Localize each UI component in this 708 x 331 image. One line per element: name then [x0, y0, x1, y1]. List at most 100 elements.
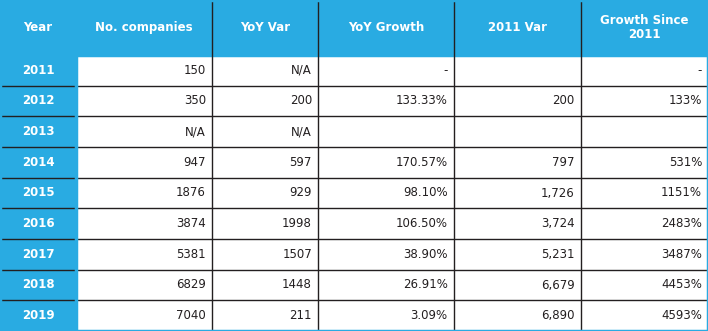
Text: 6829: 6829: [176, 278, 206, 292]
Text: 170.57%: 170.57%: [396, 156, 447, 169]
Text: Growth Since
2011: Growth Since 2011: [600, 14, 689, 41]
Text: 929: 929: [290, 186, 312, 200]
Text: 6,679: 6,679: [541, 278, 575, 292]
Text: 7040: 7040: [176, 309, 206, 322]
Text: YoY Var: YoY Var: [240, 21, 290, 34]
Text: 1,726: 1,726: [541, 186, 575, 200]
Bar: [318, 55, 454, 86]
Bar: [0, 239, 76, 270]
Bar: [212, 270, 318, 300]
Bar: [581, 147, 708, 178]
Text: 3,724: 3,724: [541, 217, 575, 230]
Text: 4593%: 4593%: [661, 309, 702, 322]
Bar: [76, 86, 212, 116]
Text: 26.91%: 26.91%: [403, 278, 447, 292]
Bar: [0, 0, 76, 55]
Text: 2483%: 2483%: [661, 217, 702, 230]
Bar: [318, 116, 454, 147]
Bar: [454, 208, 581, 239]
Bar: [318, 0, 454, 55]
Bar: [454, 300, 581, 331]
Text: 2011: 2011: [22, 64, 55, 77]
Bar: [212, 300, 318, 331]
Text: 3487%: 3487%: [661, 248, 702, 261]
Text: 947: 947: [183, 156, 206, 169]
Text: 5381: 5381: [176, 248, 206, 261]
Bar: [76, 116, 212, 147]
Text: 2017: 2017: [22, 248, 55, 261]
Bar: [0, 300, 76, 331]
Text: 2013: 2013: [22, 125, 55, 138]
Bar: [212, 0, 318, 55]
Text: 797: 797: [552, 156, 575, 169]
Bar: [212, 208, 318, 239]
Bar: [581, 300, 708, 331]
Text: 106.50%: 106.50%: [396, 217, 447, 230]
Bar: [454, 0, 581, 55]
Bar: [581, 178, 708, 208]
Bar: [0, 147, 76, 178]
Text: 38.90%: 38.90%: [403, 248, 447, 261]
Bar: [0, 55, 76, 86]
Bar: [581, 116, 708, 147]
Bar: [212, 147, 318, 178]
Text: 350: 350: [184, 94, 206, 108]
Text: N/A: N/A: [291, 64, 312, 77]
Bar: [318, 239, 454, 270]
Text: No. companies: No. companies: [96, 21, 193, 34]
Text: 2014: 2014: [22, 156, 55, 169]
Bar: [0, 270, 76, 300]
Bar: [581, 239, 708, 270]
Text: 6,890: 6,890: [542, 309, 575, 322]
Text: 200: 200: [290, 94, 312, 108]
Bar: [0, 178, 76, 208]
Bar: [454, 178, 581, 208]
Bar: [581, 270, 708, 300]
Bar: [318, 86, 454, 116]
Bar: [212, 116, 318, 147]
Bar: [212, 86, 318, 116]
Bar: [0, 86, 76, 116]
Bar: [454, 239, 581, 270]
Text: 200: 200: [552, 94, 575, 108]
Text: 2015: 2015: [22, 186, 55, 200]
Bar: [212, 239, 318, 270]
Bar: [0, 116, 76, 147]
Text: 211: 211: [290, 309, 312, 322]
Text: 5,231: 5,231: [542, 248, 575, 261]
Text: 1998: 1998: [282, 217, 312, 230]
Text: 4453%: 4453%: [661, 278, 702, 292]
Bar: [76, 0, 212, 55]
Bar: [318, 147, 454, 178]
Text: 531%: 531%: [668, 156, 702, 169]
Bar: [76, 270, 212, 300]
Bar: [454, 116, 581, 147]
Bar: [76, 208, 212, 239]
Text: Year: Year: [23, 21, 52, 34]
Text: 1876: 1876: [176, 186, 206, 200]
Bar: [76, 147, 212, 178]
Text: -: -: [443, 64, 447, 77]
Bar: [318, 270, 454, 300]
Bar: [212, 55, 318, 86]
Text: 2019: 2019: [22, 309, 55, 322]
Text: -: -: [697, 64, 702, 77]
Text: 2016: 2016: [22, 217, 55, 230]
Text: 2018: 2018: [22, 278, 55, 292]
Bar: [454, 270, 581, 300]
Text: 150: 150: [184, 64, 206, 77]
Text: 133.33%: 133.33%: [396, 94, 447, 108]
Bar: [76, 300, 212, 331]
Text: 1448: 1448: [282, 278, 312, 292]
Bar: [581, 208, 708, 239]
Text: 597: 597: [290, 156, 312, 169]
Bar: [76, 239, 212, 270]
Text: YoY Growth: YoY Growth: [348, 21, 424, 34]
Bar: [318, 208, 454, 239]
Text: N/A: N/A: [291, 125, 312, 138]
Text: 2012: 2012: [22, 94, 55, 108]
Bar: [318, 300, 454, 331]
Text: 3874: 3874: [176, 217, 206, 230]
Text: 1507: 1507: [282, 248, 312, 261]
Bar: [76, 55, 212, 86]
